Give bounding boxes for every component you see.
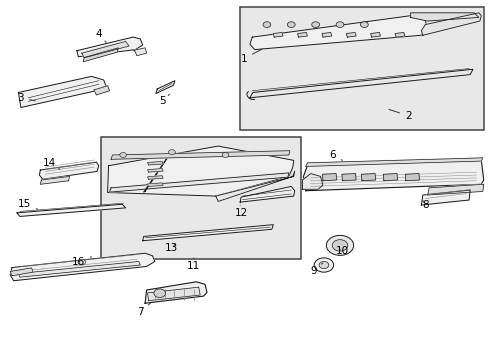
Polygon shape <box>147 168 163 172</box>
Circle shape <box>332 240 348 251</box>
Text: 12: 12 <box>235 205 248 218</box>
Circle shape <box>154 289 166 297</box>
Polygon shape <box>371 32 380 37</box>
Polygon shape <box>303 160 484 191</box>
Polygon shape <box>395 32 405 37</box>
Polygon shape <box>322 174 337 181</box>
Text: 3: 3 <box>18 93 35 103</box>
Text: 11: 11 <box>187 258 200 271</box>
Circle shape <box>263 22 271 27</box>
Polygon shape <box>322 32 332 37</box>
Circle shape <box>169 150 175 155</box>
Polygon shape <box>10 268 33 276</box>
Text: 13: 13 <box>165 243 178 253</box>
Bar <box>240 7 484 130</box>
Polygon shape <box>250 69 473 98</box>
Text: 5: 5 <box>159 94 170 107</box>
Circle shape <box>222 153 229 157</box>
Polygon shape <box>147 183 163 186</box>
Circle shape <box>314 258 334 272</box>
Text: 15: 15 <box>18 199 38 209</box>
Text: 2: 2 <box>389 109 412 121</box>
Polygon shape <box>428 184 484 195</box>
Text: 4: 4 <box>96 28 106 42</box>
Text: 1: 1 <box>241 49 262 64</box>
Polygon shape <box>362 174 375 181</box>
Circle shape <box>319 261 329 269</box>
Polygon shape <box>19 261 140 277</box>
Circle shape <box>288 22 295 27</box>
Circle shape <box>312 22 319 27</box>
Polygon shape <box>145 282 207 303</box>
Polygon shape <box>10 253 155 281</box>
Polygon shape <box>83 48 118 62</box>
Polygon shape <box>82 41 129 58</box>
Bar <box>101 137 301 258</box>
Polygon shape <box>297 32 307 37</box>
Circle shape <box>326 235 354 255</box>
Polygon shape <box>302 174 323 189</box>
Polygon shape <box>216 171 294 202</box>
Text: 14: 14 <box>43 158 60 169</box>
Polygon shape <box>273 32 283 37</box>
Polygon shape <box>346 32 356 37</box>
Polygon shape <box>240 186 294 202</box>
Polygon shape <box>421 190 470 205</box>
Polygon shape <box>306 158 483 166</box>
Polygon shape <box>147 287 200 301</box>
Text: 10: 10 <box>336 247 349 256</box>
Polygon shape <box>147 161 163 165</box>
Polygon shape <box>405 174 419 181</box>
Polygon shape <box>39 162 99 179</box>
Text: 6: 6 <box>329 150 343 160</box>
Polygon shape <box>110 173 289 192</box>
Polygon shape <box>108 146 294 196</box>
Polygon shape <box>250 16 428 50</box>
Circle shape <box>361 22 368 27</box>
Polygon shape <box>77 37 143 57</box>
Polygon shape <box>156 81 175 94</box>
Circle shape <box>120 153 126 157</box>
Circle shape <box>78 259 86 265</box>
Polygon shape <box>342 174 356 181</box>
Polygon shape <box>111 151 290 159</box>
Polygon shape <box>421 13 481 35</box>
Polygon shape <box>17 204 125 216</box>
Text: 16: 16 <box>72 257 92 267</box>
Polygon shape <box>411 13 479 21</box>
Polygon shape <box>134 48 147 56</box>
Polygon shape <box>383 174 397 181</box>
Text: 8: 8 <box>422 200 429 210</box>
Polygon shape <box>94 86 110 95</box>
Text: 7: 7 <box>137 303 150 317</box>
Polygon shape <box>19 76 106 108</box>
Text: 9: 9 <box>310 263 323 276</box>
Polygon shape <box>143 225 273 241</box>
Polygon shape <box>40 176 70 184</box>
Polygon shape <box>147 176 163 179</box>
Circle shape <box>336 22 344 27</box>
Polygon shape <box>144 158 167 192</box>
